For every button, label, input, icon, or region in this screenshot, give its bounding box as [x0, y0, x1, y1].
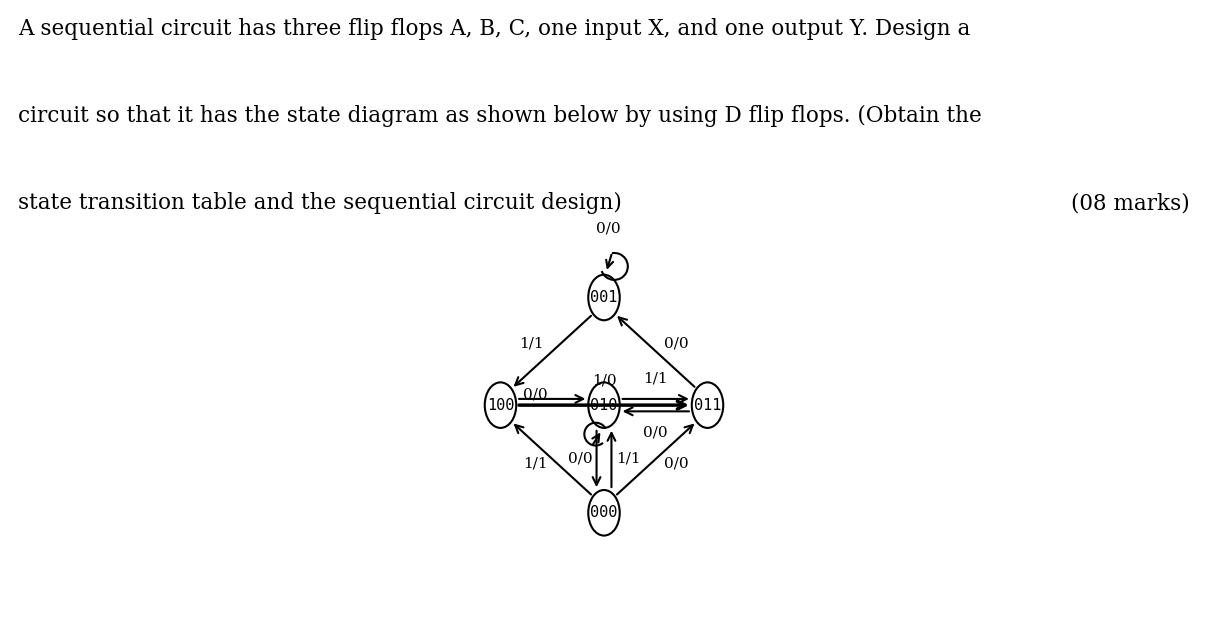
Text: state transition table and the sequential circuit design): state transition table and the sequentia… [18, 192, 622, 215]
Text: 000: 000 [591, 505, 617, 520]
Text: 0/0: 0/0 [644, 425, 668, 439]
Text: 1/1: 1/1 [519, 336, 544, 350]
Text: 1/1: 1/1 [523, 456, 548, 470]
Text: 0/0: 0/0 [523, 388, 548, 402]
Text: 001: 001 [591, 290, 617, 305]
Text: 011: 011 [693, 397, 721, 413]
Text: 010: 010 [591, 397, 617, 413]
Text: A sequential circuit has three flip flops A, B, C, one input X, and one output Y: A sequential circuit has three flip flop… [18, 18, 970, 40]
Text: circuit so that it has the state diagram as shown below by using D flip flops. (: circuit so that it has the state diagram… [18, 105, 982, 127]
Text: 0/0: 0/0 [664, 336, 689, 350]
Text: 1/1: 1/1 [644, 371, 668, 385]
Text: 1/1: 1/1 [616, 452, 640, 466]
Text: 100: 100 [487, 397, 515, 413]
Text: (08 marks): (08 marks) [1071, 192, 1190, 214]
Text: 1/0: 1/0 [592, 373, 616, 387]
Text: 0/0: 0/0 [568, 452, 592, 466]
Text: 0/0: 0/0 [664, 456, 689, 470]
Text: 0/0: 0/0 [596, 222, 621, 236]
